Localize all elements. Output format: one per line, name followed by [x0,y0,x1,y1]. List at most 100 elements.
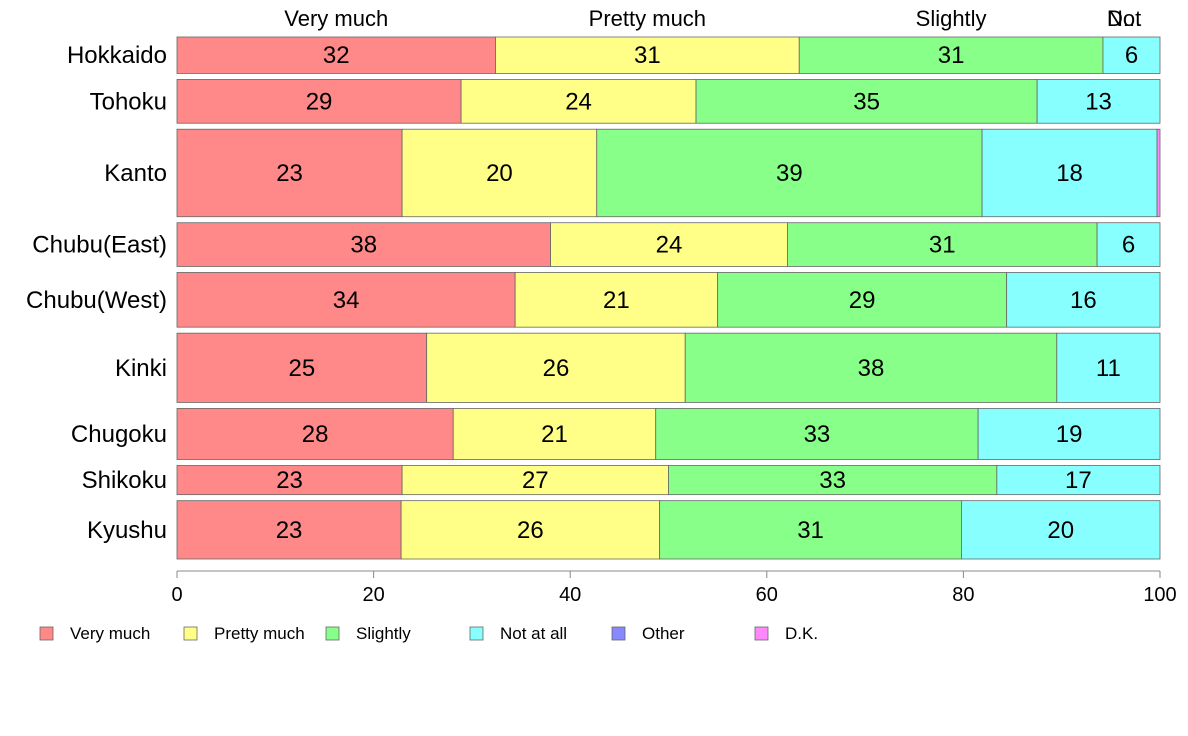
segment-label: 38 [350,232,377,259]
segment-label: 19 [1056,421,1083,448]
segment-label: 23 [276,160,303,187]
bar-segment [668,465,998,496]
segment-label: 20 [1047,517,1074,544]
bar-segment [695,79,1038,124]
bar-segment [460,79,697,124]
top-series-label: Not [1107,6,1141,31]
bar-segment [1036,79,1161,124]
segment-label: 32 [323,42,350,69]
bar-segment [514,272,719,328]
segment-label: 39 [776,160,803,187]
x-tick-label: 100 [1143,584,1176,606]
legend-label: Not at all [500,624,567,643]
segment-label: 31 [634,42,661,69]
bar-segment [1156,128,1161,218]
x-tick-label: 0 [171,584,182,606]
segment-label: 11 [1096,355,1121,382]
segment-label: 18 [1056,160,1083,187]
segment-label: 16 [1070,287,1097,314]
category-label: Kanto [104,160,167,187]
bar-segment [426,332,686,403]
bar-segment [401,128,598,218]
bar-segment [787,222,1098,267]
category-label: Hokkaido [67,42,167,69]
bar-segment [717,272,1008,328]
segment-label: 28 [302,421,329,448]
bar-segment [550,222,788,267]
bar-segment [655,408,979,460]
bar-segment [176,128,403,218]
top-series-label: Slightly [916,6,987,31]
category-label: Chugoku [71,421,167,448]
legend-swatch [39,626,54,641]
segment-label: 17 [1065,467,1092,494]
segment-label: 29 [306,88,333,115]
segment-label: 31 [929,232,956,259]
segment-label: 24 [565,88,592,115]
top-series-label: Very much [284,6,388,31]
legend-label: Other [642,624,685,643]
bar-segment [176,272,516,328]
bar-segment [176,465,403,496]
segment-label: 27 [522,467,549,494]
bar-segment [176,36,496,74]
category-label: Chubu(West) [26,287,167,314]
segment-label: 31 [797,517,824,544]
bar-segment [176,408,454,460]
legend-swatch [325,626,340,641]
segment-label: 6 [1125,42,1138,69]
bar-segment [684,332,1058,403]
bar-segment [1006,272,1161,328]
category-label: Shikoku [82,467,167,494]
segment-label: 34 [333,287,360,314]
bar-segment [495,36,800,74]
legend-swatch [754,626,769,641]
bar-segment [981,128,1158,218]
top-series-label: D... [1107,6,1141,31]
category-label: Kinki [115,355,167,382]
segment-label: 24 [656,232,683,259]
segment-label: 6 [1122,232,1135,259]
bar-segment [977,408,1161,460]
bar-segment [798,36,1104,74]
category-label: Tohoku [90,88,167,115]
legend-swatch [469,626,484,641]
legend-swatch [611,626,626,641]
bar-segment [961,500,1161,560]
legend-label: D.K. [785,624,818,643]
bar-segment [400,500,661,560]
segment-label: 26 [517,517,544,544]
x-tick-label: 80 [952,584,974,606]
bar-segment [659,500,962,560]
segment-label: 20 [486,160,513,187]
bar-segment [1096,222,1161,267]
legend-label: Slightly [356,624,411,643]
segment-label: 31 [938,42,965,69]
x-tick-label: 40 [559,584,581,606]
segment-label: 13 [1085,88,1112,115]
bar-segment [176,332,428,403]
segment-label: 26 [543,355,570,382]
legend-label: Pretty much [214,624,305,643]
segment-label: 21 [541,421,568,448]
legend-swatch [183,626,198,641]
category-label: Kyushu [87,517,167,544]
segment-label: 23 [276,517,303,544]
category-label: Chubu(East) [32,232,167,259]
bar-segment [176,79,462,124]
bar-segment [1056,332,1161,403]
segment-label: 33 [804,421,831,448]
x-tick-label: 60 [756,584,778,606]
bar-segment [996,465,1161,496]
bar-segment [1102,36,1161,74]
segment-label: 23 [276,467,303,494]
segment-label: 25 [288,355,315,382]
segment-label: 21 [603,287,630,314]
segment-label: 38 [858,355,885,382]
bar-segment [176,222,551,267]
x-tick-label: 20 [362,584,384,606]
segment-label: 35 [853,88,880,115]
segment-label: 29 [849,287,876,314]
